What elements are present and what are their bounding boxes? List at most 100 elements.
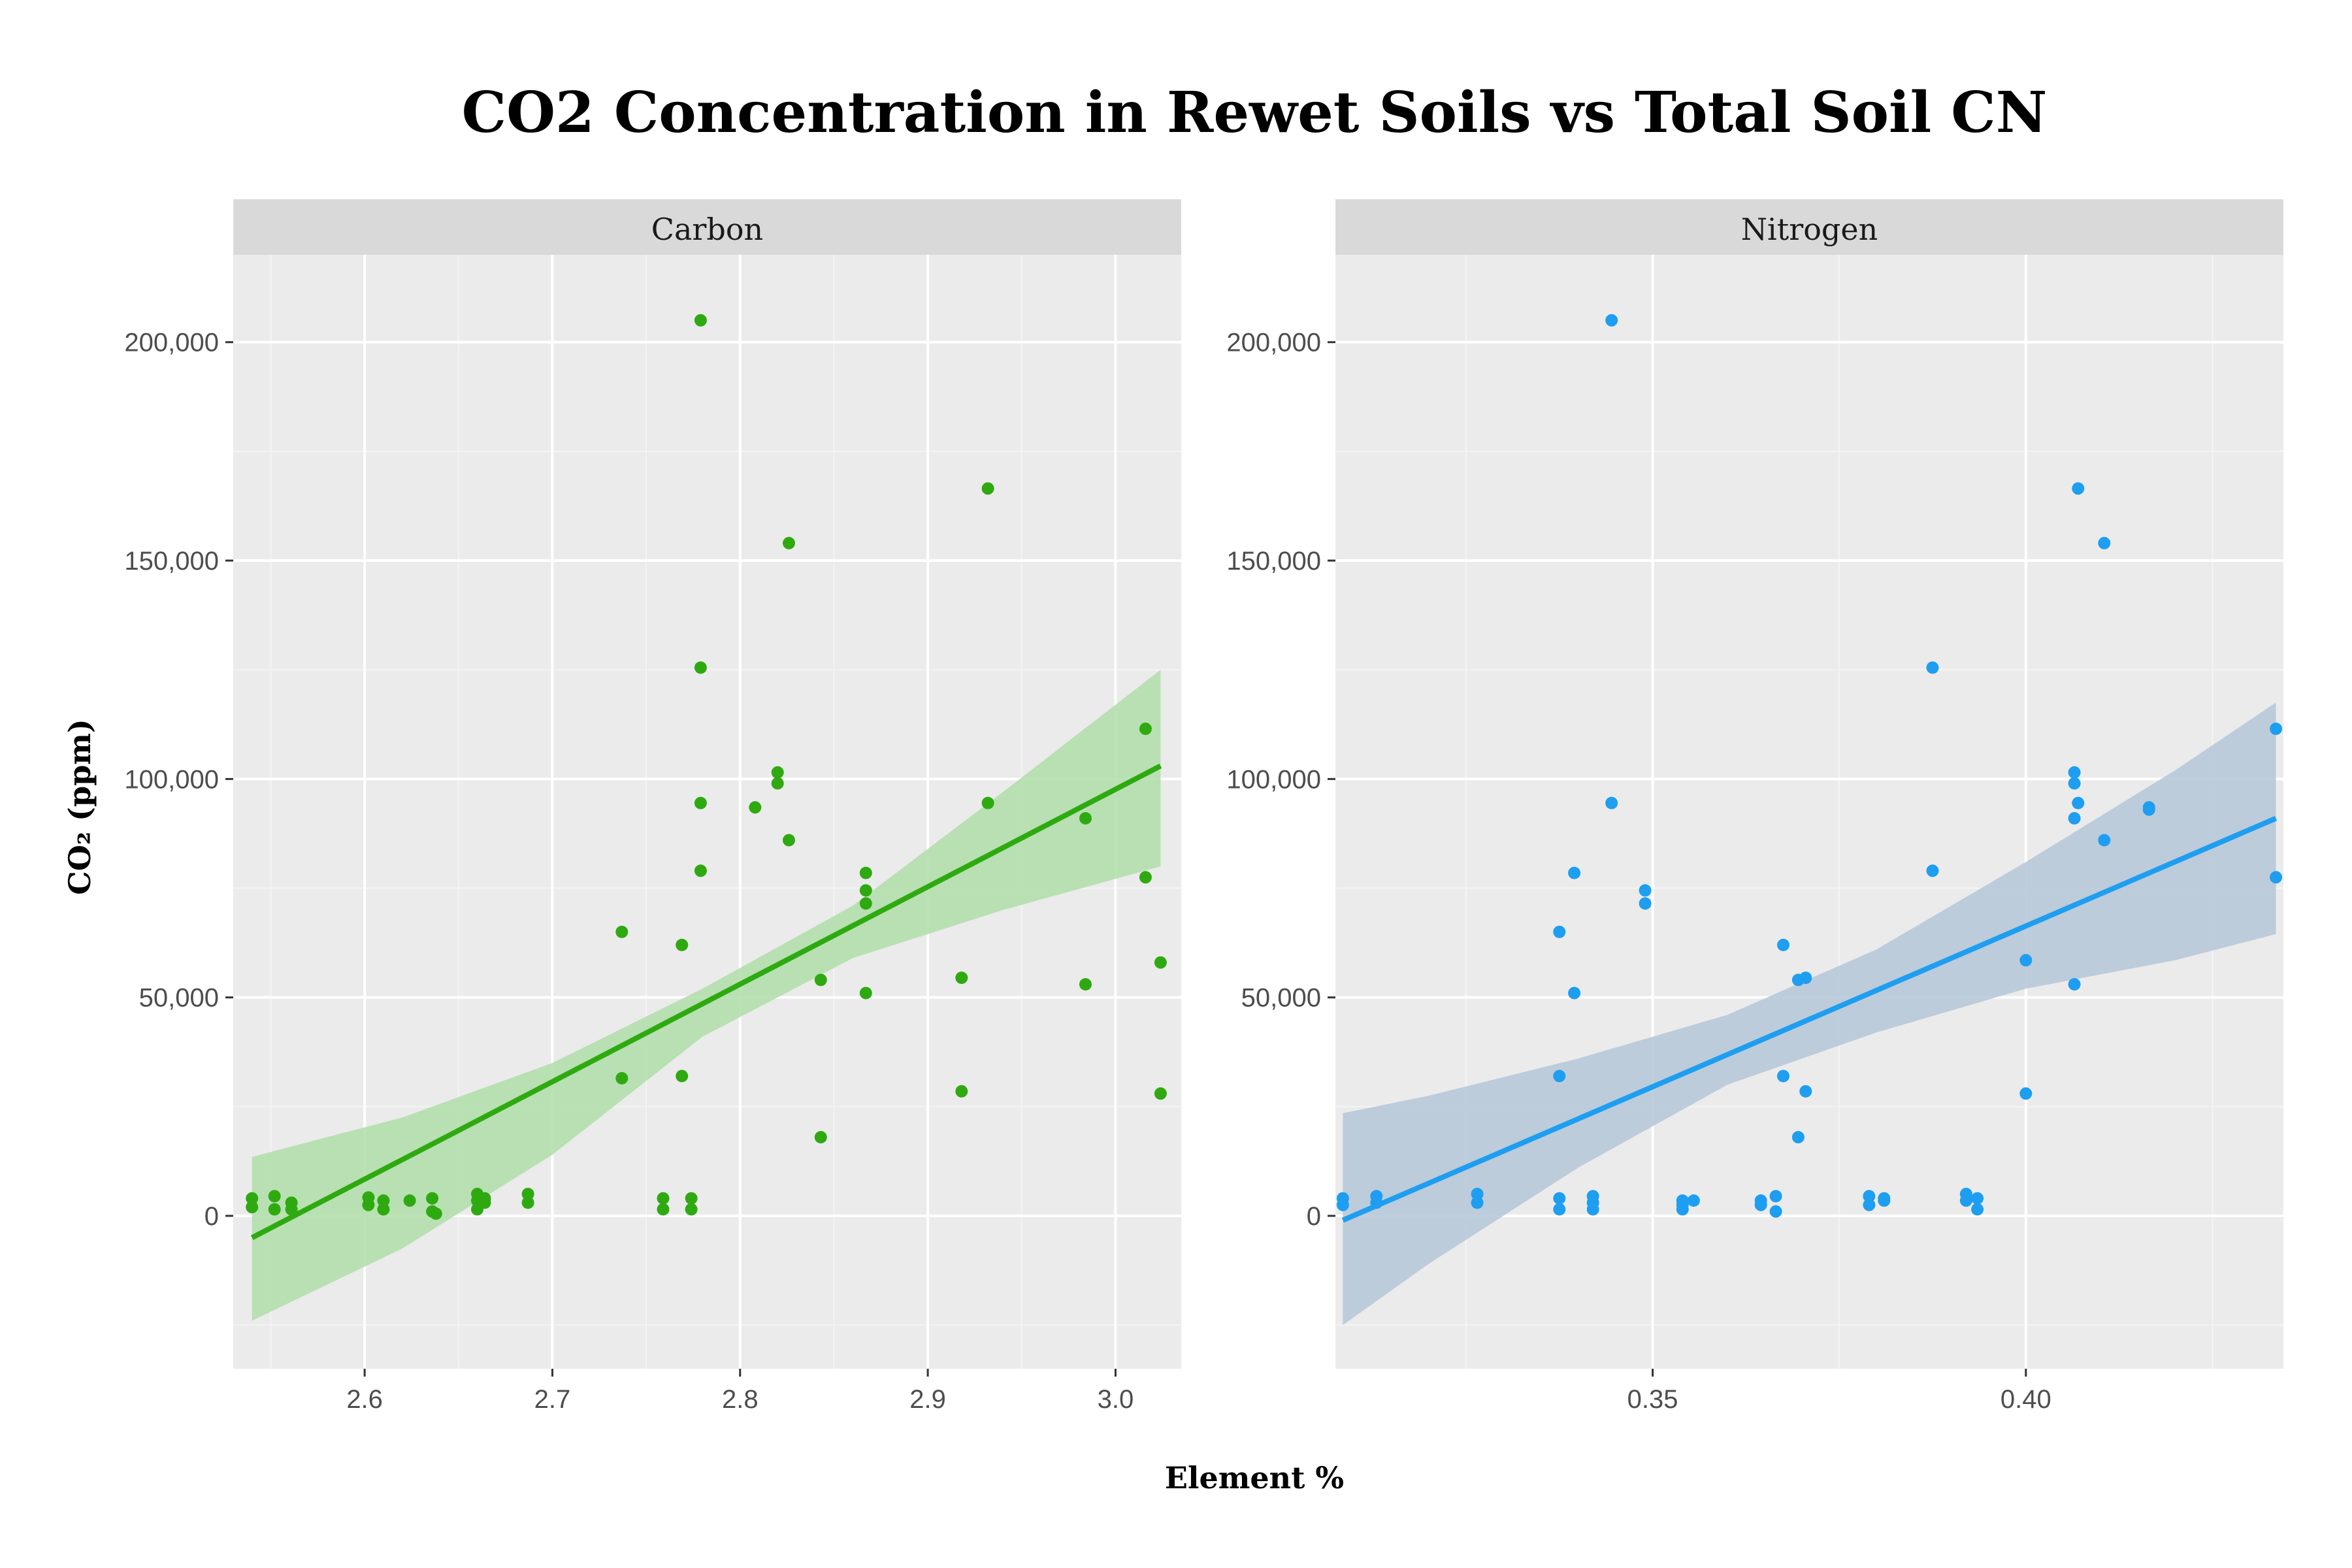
strip-background xyxy=(1335,199,2283,255)
data-point xyxy=(2072,482,2085,495)
data-point xyxy=(1079,812,1092,825)
data-point xyxy=(783,834,795,847)
y-tick-label: 0 xyxy=(1307,1202,1321,1231)
chart-title: CO2 Concentration in Rewet Soils vs Tota… xyxy=(462,80,2048,146)
data-point xyxy=(657,1192,670,1205)
data-point xyxy=(955,972,968,985)
data-point xyxy=(246,1192,259,1205)
data-point xyxy=(981,482,994,495)
data-point xyxy=(1605,796,1618,809)
regression-line xyxy=(1341,815,2278,1223)
data-point xyxy=(1799,1085,1812,1098)
data-point xyxy=(1568,987,1581,1000)
data-point xyxy=(859,897,872,910)
data-point xyxy=(1971,1192,1984,1205)
data-point xyxy=(694,864,707,877)
y-tick-label: 150,000 xyxy=(124,547,219,576)
data-point xyxy=(1553,1070,1566,1083)
data-point xyxy=(1154,1087,1167,1100)
data-point xyxy=(2068,812,2081,825)
data-point xyxy=(1926,864,1939,877)
data-point xyxy=(1471,1196,1484,1209)
y-tick-label: 100,000 xyxy=(124,765,219,794)
data-point xyxy=(1079,978,1092,991)
data-point xyxy=(2270,723,2283,735)
data-point xyxy=(771,766,784,779)
data-point xyxy=(1926,661,1939,674)
data-point xyxy=(676,938,689,951)
y-tick-label: 200,000 xyxy=(124,329,219,357)
data-point xyxy=(1639,884,1652,897)
data-point xyxy=(246,1201,259,1214)
strip-label: Nitrogen xyxy=(1741,212,1878,247)
data-point xyxy=(2019,1087,2033,1100)
data-point xyxy=(859,987,872,1000)
data-point xyxy=(2142,803,2155,816)
x-tick-label: 2.7 xyxy=(534,1385,571,1414)
data-point xyxy=(429,1207,442,1220)
data-point xyxy=(377,1194,390,1207)
x-tick-label: 2.8 xyxy=(722,1385,759,1414)
data-point xyxy=(1799,972,1812,985)
data-point xyxy=(694,796,707,809)
data-point xyxy=(657,1203,670,1216)
data-point xyxy=(1769,1205,1782,1218)
y-tick-label: 50,000 xyxy=(139,984,219,1013)
data-point xyxy=(285,1203,298,1216)
data-point xyxy=(1687,1194,1700,1207)
data-point xyxy=(2098,536,2111,549)
data-point xyxy=(783,536,795,549)
y-tick-label: 200,000 xyxy=(1226,329,1321,357)
strip-label: Carbon xyxy=(651,212,763,247)
x-tick-label: 0.35 xyxy=(1627,1385,1678,1414)
data-point xyxy=(1471,1188,1484,1200)
data-point xyxy=(1863,1190,1876,1203)
data-point xyxy=(859,884,872,897)
data-point xyxy=(1568,866,1581,879)
data-point xyxy=(1769,1190,1782,1203)
x-tick-label: 0.40 xyxy=(2001,1385,2051,1414)
data-point xyxy=(814,1131,827,1144)
data-point xyxy=(1639,897,1652,910)
data-point xyxy=(268,1190,281,1203)
data-point xyxy=(694,661,707,674)
x-tick-label: 2.6 xyxy=(346,1385,383,1414)
data-point xyxy=(1139,871,1152,884)
data-point xyxy=(1878,1194,1891,1207)
data-point xyxy=(685,1203,698,1216)
panel-carbon: Carbon 2.6 2.7 2.8 2.9 3.0 0 50,000 100,000 150,0… xyxy=(124,199,1181,1414)
x-axis-title: Element % xyxy=(1165,1460,1344,1495)
data-point xyxy=(1605,314,1618,327)
x-tick-label: 2.9 xyxy=(909,1385,946,1414)
data-point xyxy=(1791,1131,1805,1144)
data-point xyxy=(859,866,872,879)
data-point xyxy=(1336,1198,1349,1211)
data-point xyxy=(2072,796,2085,809)
data-point xyxy=(615,925,629,938)
data-point xyxy=(2068,978,2081,991)
data-point xyxy=(2019,954,2033,967)
data-point xyxy=(1777,938,1789,951)
data-point xyxy=(676,1070,689,1083)
strip-background xyxy=(233,199,1181,255)
data-point xyxy=(1971,1203,1984,1216)
data-point xyxy=(2098,834,2111,847)
data-point xyxy=(426,1192,439,1205)
data-point xyxy=(981,796,994,809)
data-point xyxy=(1154,956,1167,969)
data-point xyxy=(615,1071,629,1085)
data-point xyxy=(2068,766,2081,779)
data-point xyxy=(1553,925,1566,938)
data-point xyxy=(362,1198,375,1211)
data-point xyxy=(694,314,707,327)
facet-panels: Carbon 2.6 2.7 2.8 2.9 3.0 0 50,000 100,000 150,0… xyxy=(124,199,2283,1414)
y-tick-label: 100,000 xyxy=(1226,765,1321,794)
y-axis-title: CO₂ (ppm) xyxy=(62,719,97,894)
data-point xyxy=(1586,1203,1599,1216)
regression-line xyxy=(250,763,1162,1240)
confidence-band xyxy=(252,670,1161,1321)
data-point xyxy=(478,1196,491,1209)
data-point xyxy=(521,1188,534,1200)
data-point xyxy=(2068,777,2081,790)
data-point xyxy=(1676,1203,1689,1216)
